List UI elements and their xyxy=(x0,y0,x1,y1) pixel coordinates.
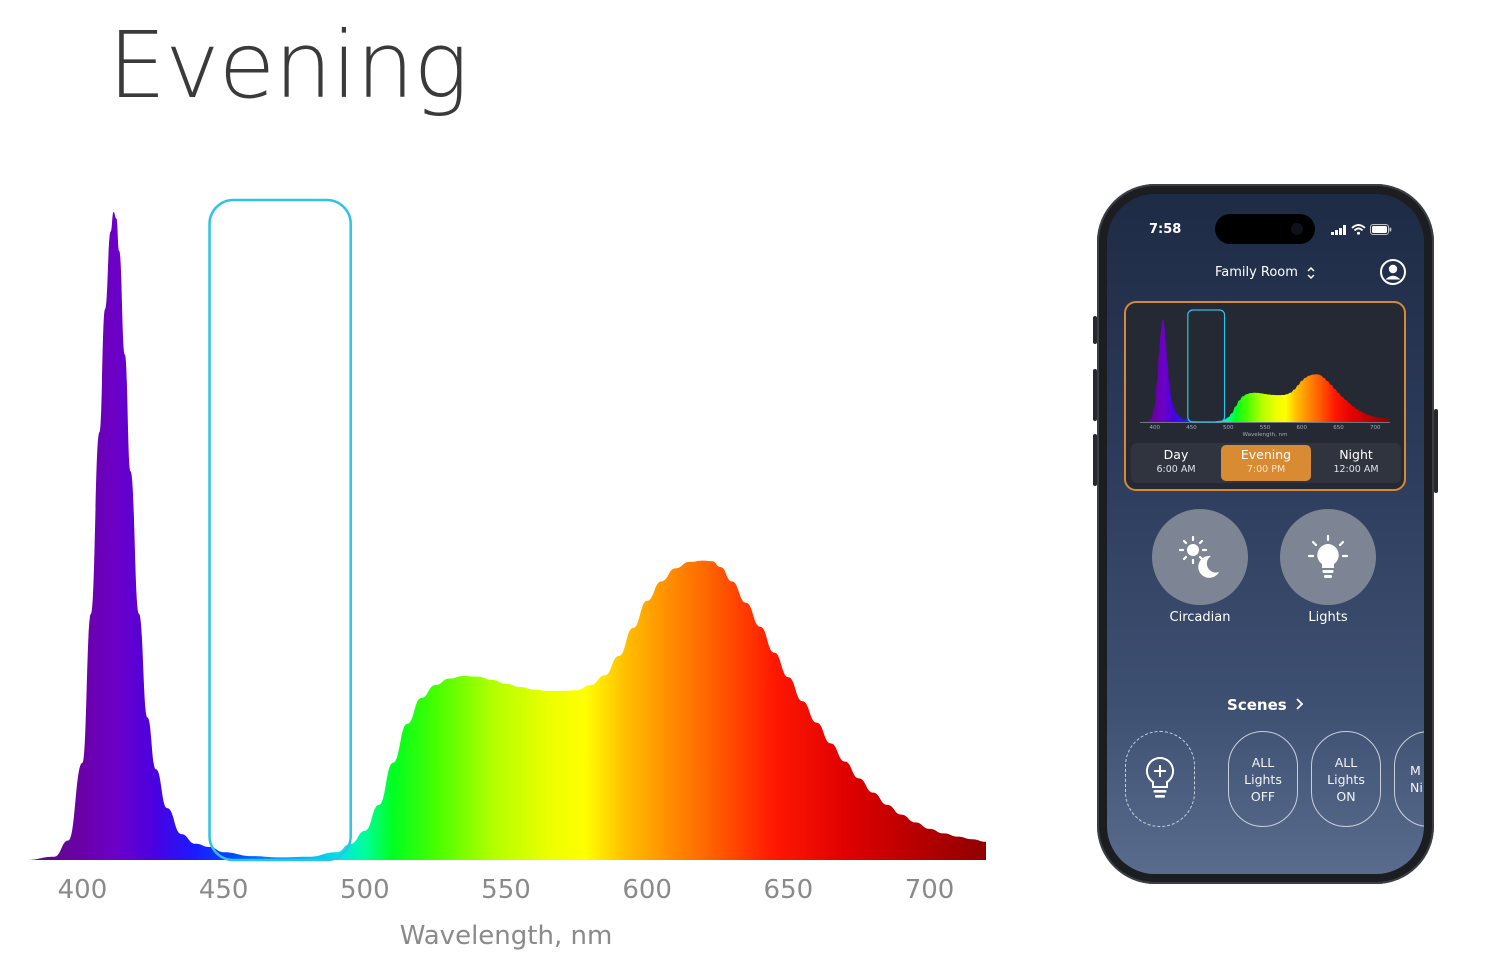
phone-power-button xyxy=(1434,409,1438,493)
wifi-icon xyxy=(1351,224,1366,235)
lights-button[interactable] xyxy=(1280,509,1376,605)
chevron-right-icon xyxy=(1296,698,1304,710)
scene-line: ON xyxy=(1336,788,1356,804)
scene-all-lights-on[interactable]: ALL Lights ON xyxy=(1311,731,1381,827)
x-tick-label: 550 xyxy=(481,875,531,905)
x-tick-label: 400 xyxy=(1149,425,1160,431)
page-title: Evening xyxy=(108,12,469,119)
x-tick-label: 700 xyxy=(905,875,955,905)
spectrum-chart: 400 450 500 550 600 650 700 Wavelength, nm xyxy=(26,198,986,951)
signal-icon xyxy=(1331,224,1346,235)
spectrum-card[interactable]: 400 450 500 550 600 650 700 Wavelength, nm Day… xyxy=(1124,301,1406,491)
scene-line: ALL xyxy=(1334,754,1358,770)
scenes-header[interactable]: Scenes xyxy=(1107,696,1424,714)
scene-line: Ni xyxy=(1410,780,1423,795)
phone-volume-down-button xyxy=(1093,434,1097,486)
status-time: 7:58 xyxy=(1149,222,1182,237)
mini-spectrum-area xyxy=(1140,319,1390,422)
room-selector[interactable]: Family Room xyxy=(1107,265,1424,280)
scene-partial[interactable]: M Ni xyxy=(1394,731,1424,827)
scene-label: M Ni xyxy=(1410,762,1423,796)
x-axis-title: Wavelength, nm xyxy=(400,921,613,951)
x-tick-label: 600 xyxy=(1297,425,1308,431)
mini-spectrum-chart: 400 450 500 550 600 650 700 Wavelength, nm xyxy=(1140,309,1390,438)
mini-blue-band-highlight xyxy=(1187,309,1226,423)
scenes-title: Scenes xyxy=(1227,696,1287,714)
camera-icon xyxy=(1291,223,1303,235)
blue-band-highlight xyxy=(208,198,352,862)
tod-evening[interactable]: Evening 7:00 PM xyxy=(1221,445,1311,481)
x-tick-label: 550 xyxy=(1260,425,1271,431)
x-tick-label: 450 xyxy=(199,875,249,905)
sun-moon-icon xyxy=(1178,535,1219,578)
scene-label: ALL Lights ON xyxy=(1327,754,1365,805)
spectrum-area xyxy=(26,212,986,860)
circadian-label: Circadian xyxy=(1169,610,1231,625)
lights-label: Lights xyxy=(1308,610,1348,625)
scene-line: OFF xyxy=(1250,788,1276,804)
scene-line: ALL xyxy=(1251,754,1275,770)
x-tick-label: 650 xyxy=(764,875,814,905)
scene-line: Lights xyxy=(1244,771,1282,787)
x-tick-label: 500 xyxy=(1223,425,1234,431)
bulb-icon xyxy=(1307,534,1349,578)
time-of-day-selector: Day 6:00 AM Evening 7:00 PM Night 12:00 … xyxy=(1131,443,1401,483)
circadian-button[interactable] xyxy=(1152,509,1248,605)
room-name: Family Room xyxy=(1214,265,1298,280)
tod-day[interactable]: Day 6:00 AM xyxy=(1156,447,1196,475)
dynamic-island xyxy=(1215,214,1315,244)
x-tick-label: 400 xyxy=(58,875,108,905)
x-tick-label: 650 xyxy=(1333,425,1344,431)
scene-all-lights-off[interactable]: ALL Lights OFF xyxy=(1228,731,1298,827)
x-tick-label: 600 xyxy=(622,875,672,905)
x-tick-label: 450 xyxy=(1186,425,1197,431)
scene-line: Lights xyxy=(1327,771,1365,787)
scene-label: ALL Lights OFF xyxy=(1244,754,1282,805)
status-icons xyxy=(1331,224,1392,235)
tod-night[interactable]: Night 12:00 AM xyxy=(1333,447,1379,475)
chevron-updown-icon xyxy=(1307,266,1315,279)
phone-screen: 7:58 Family Room xyxy=(1107,194,1424,874)
x-tick-label: 500 xyxy=(340,875,390,905)
scene-line: M xyxy=(1410,763,1421,778)
phone-mockup: 7:58 Family Room xyxy=(1093,184,1438,884)
mini-x-axis-title: Wavelength, nm xyxy=(1243,432,1288,438)
add-bulb-icon xyxy=(1145,756,1175,798)
add-scene-button[interactable] xyxy=(1125,731,1195,827)
x-tick-label: 700 xyxy=(1370,425,1381,431)
phone-volume-up-button xyxy=(1093,369,1097,421)
phone-action-button xyxy=(1093,316,1097,344)
battery-icon xyxy=(1370,224,1392,235)
profile-icon[interactable] xyxy=(1379,258,1407,286)
